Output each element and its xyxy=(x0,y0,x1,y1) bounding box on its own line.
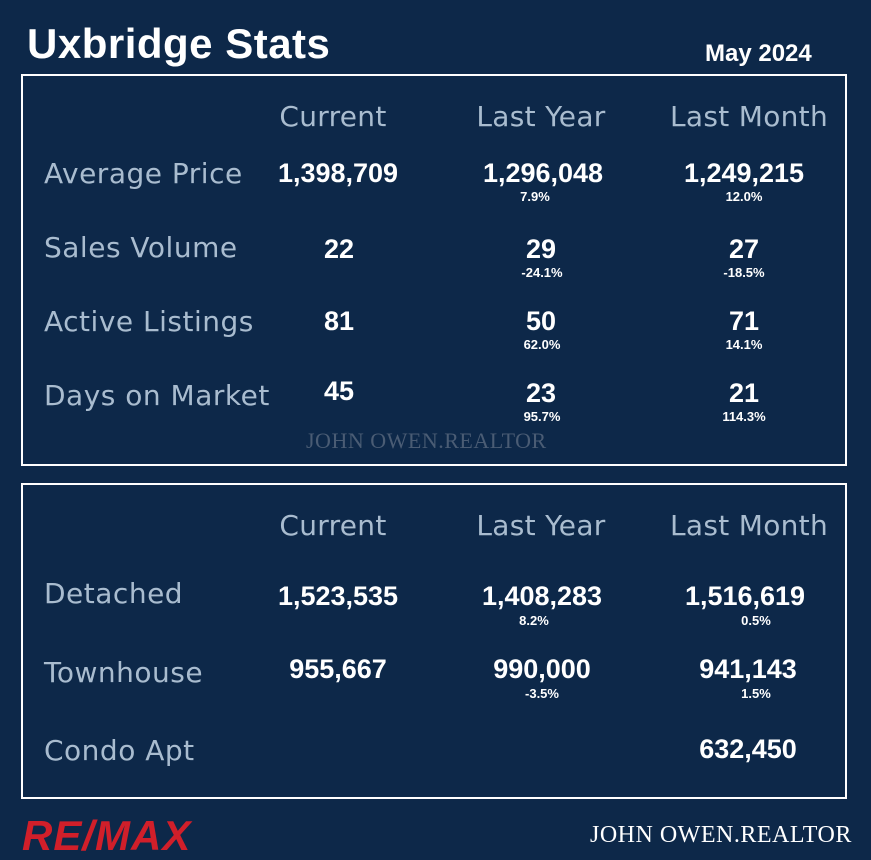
detached-current: 1,523,535 xyxy=(277,581,399,611)
days-on-market-last-month-pct: 114.3% xyxy=(722,409,766,424)
townhouse-last-month-pct: 1.5% xyxy=(741,686,771,701)
townhouse-current: 955,667 xyxy=(289,654,387,684)
watermark: JOHN OWEN.REALTOR xyxy=(306,428,547,453)
row-label-detached: Detached xyxy=(44,577,184,610)
row-label-average-price: Average Price xyxy=(44,157,243,190)
days-on-market-last-year-pct: 95.7% xyxy=(523,409,561,424)
report-date: May 2024 xyxy=(705,40,812,67)
days-on-market-current: 45 xyxy=(323,376,355,406)
sales-volume-last-month: 27 xyxy=(728,234,760,264)
average-price-last-month-pct: 12.0% xyxy=(725,189,763,204)
active-listings-current: 81 xyxy=(323,306,355,336)
average-price-last-year: 1,296,048 xyxy=(482,158,604,188)
days-on-market-last-year: 23 xyxy=(525,378,557,408)
townhouse-last-year: 990,000 xyxy=(493,654,591,684)
sales-volume-last-year: 29 xyxy=(525,234,557,264)
townhouse-last-year-pct: -3.5% xyxy=(525,686,559,701)
sales-volume-current: 22 xyxy=(323,234,355,264)
remax-logo: RE/MAX xyxy=(22,812,192,859)
property-type-panel: Current Last Year Last Month Detached 1,… xyxy=(21,483,847,799)
days-on-market-last-month: 21 xyxy=(728,378,760,408)
row-label-days-on-market: Days on Market xyxy=(44,379,270,412)
header-last-year: Last Year xyxy=(476,100,606,133)
row-label-sales-volume: Sales Volume xyxy=(44,231,238,264)
row-label-condo-apt: Condo Apt xyxy=(44,734,195,767)
active-listings-last-month-pct: 14.1% xyxy=(725,337,763,352)
header-last-month: Last Month xyxy=(670,509,828,542)
header-last-month: Last Month xyxy=(670,100,828,133)
average-price-last-month: 1,249,215 xyxy=(683,158,805,188)
detached-last-year: 1,408,283 xyxy=(481,581,603,611)
sales-volume-last-year-pct: -24.1% xyxy=(521,265,563,280)
realtor-signature: JOHN OWEN.REALTOR xyxy=(590,822,852,848)
row-label-townhouse: Townhouse xyxy=(44,656,204,689)
header-current: Current xyxy=(279,509,387,542)
detached-last-month: 1,516,619 xyxy=(684,581,806,611)
header-current: Current xyxy=(279,100,387,133)
detached-last-month-pct: 0.5% xyxy=(741,613,771,628)
row-label-active-listings: Active Listings xyxy=(44,305,254,338)
page-title: Uxbridge Stats xyxy=(27,20,331,67)
townhouse-last-month: 941,143 xyxy=(699,654,797,684)
sales-volume-last-month-pct: -18.5% xyxy=(723,265,765,280)
header-last-year: Last Year xyxy=(476,509,606,542)
detached-last-year-pct: 8.2% xyxy=(519,613,549,628)
average-price-current: 1,398,709 xyxy=(277,158,399,188)
average-price-last-year-pct: 7.9% xyxy=(520,189,550,204)
active-listings-last-year: 50 xyxy=(525,306,557,336)
market-stats-panel: Current Last Year Last Month Average Pri… xyxy=(21,74,847,466)
active-listings-last-month: 71 xyxy=(728,306,760,336)
condo-apt-last-month: 632,450 xyxy=(699,734,797,764)
active-listings-last-year-pct: 62.0% xyxy=(523,337,561,352)
